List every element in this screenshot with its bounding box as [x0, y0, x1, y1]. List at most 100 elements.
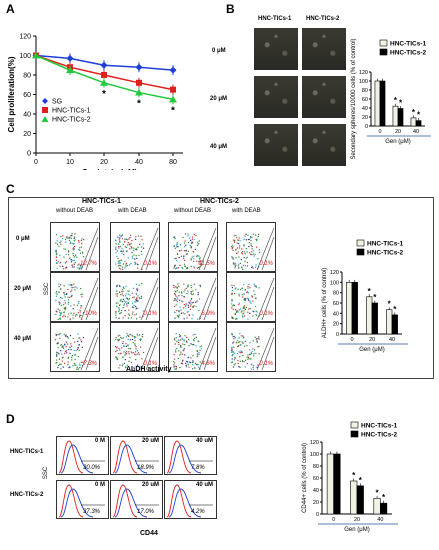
c-ylabel: ALDH+ cells (% of control) [322, 268, 328, 339]
flow-dot [242, 307, 244, 309]
flow-dot [234, 309, 237, 311]
flow-percent: 0.1% [143, 311, 157, 317]
flow-dot [173, 245, 175, 248]
flow-dot [236, 242, 238, 244]
cd44-percent: 18.9% [137, 465, 155, 471]
flow-dot [116, 346, 118, 348]
flow-dot [67, 296, 69, 298]
flow-dot [82, 311, 85, 314]
flow-dot [57, 352, 60, 354]
flow-dot [77, 355, 79, 358]
d-xtick-label: 40 [377, 517, 383, 523]
flow-dot [127, 257, 129, 259]
flow-dot [194, 362, 197, 365]
flow-dot [190, 265, 192, 268]
flow-dot [176, 286, 178, 288]
flow-dot [82, 238, 85, 241]
flow-dot [176, 259, 178, 262]
a-ytick-label: 100 [19, 53, 31, 60]
flow-dot [141, 253, 143, 255]
flow-dot [79, 311, 81, 313]
flow-dot [127, 344, 129, 346]
flow-dot [197, 243, 199, 245]
flow-dot [189, 308, 191, 310]
ssc-label-d: SSC [43, 466, 50, 480]
flow-dot [137, 267, 139, 269]
flow-dot [67, 337, 69, 339]
flow-dot [80, 267, 82, 269]
flow-dot [182, 349, 184, 351]
flow-dot [59, 333, 61, 335]
flow-scatter [115, 277, 159, 321]
flow-dot [118, 238, 120, 240]
flow-dot [194, 248, 197, 251]
flow-dot [185, 362, 187, 364]
flow-dot [185, 250, 187, 252]
flow-dot [125, 262, 127, 264]
flow-dot [82, 252, 84, 254]
cd44-stained-curve [114, 488, 148, 518]
a-ytick-label: 40 [23, 112, 31, 119]
flow-dot [195, 364, 198, 366]
flow-dot [180, 353, 182, 355]
flow-gate [145, 336, 159, 371]
flow-dot [174, 343, 176, 345]
flow-dot [137, 352, 140, 354]
flow-dot [176, 340, 178, 343]
flow-scatter [55, 277, 99, 321]
c-bar [346, 282, 353, 335]
flow-dot [125, 366, 127, 368]
flow-dot [127, 290, 129, 292]
flow-dot [248, 239, 250, 241]
flow-dot [254, 253, 256, 256]
flow-dot [123, 253, 125, 256]
flow-dot [231, 316, 233, 318]
flow-dot [73, 263, 75, 265]
flow-dot [76, 314, 78, 316]
flow-dot [173, 305, 176, 308]
flow-dot [231, 355, 233, 357]
flow-dot [134, 248, 137, 250]
flow-dot [250, 251, 253, 253]
flow-dot [122, 356, 124, 358]
flow-dot [174, 236, 176, 238]
flow-dot [177, 315, 179, 317]
flow-dot [115, 239, 117, 241]
flow-dot [185, 253, 187, 255]
flow-gate [261, 236, 275, 271]
cd44-histogram: 20 uM 17.0% [110, 480, 163, 519]
flow-dot [80, 314, 82, 316]
flow-dot [254, 266, 257, 268]
flow-dot [134, 343, 136, 345]
a-xtick-label: 10 [66, 159, 74, 166]
flow-dot [118, 317, 120, 319]
sphere-image-2-20 [302, 76, 346, 118]
flow-dot [127, 244, 129, 246]
flow-dot [197, 292, 199, 294]
flow-dot [141, 246, 143, 248]
flow-dot [245, 298, 247, 300]
flow-dot [247, 292, 249, 294]
flow-gate [145, 236, 159, 271]
flow-dot [232, 317, 234, 319]
flow-dot [122, 286, 124, 288]
flow-dot [81, 242, 83, 245]
flow-dot [253, 311, 255, 313]
cd44-curves [58, 440, 105, 474]
flow-dot [240, 351, 242, 353]
flow-dot [63, 333, 65, 335]
flow-dot [238, 365, 240, 368]
flow-gate [80, 327, 99, 371]
flow-dot [58, 283, 60, 285]
flow-dot [237, 239, 239, 241]
flow-dot [56, 343, 58, 345]
cd44-curves [112, 440, 159, 474]
flow-scatter [115, 327, 159, 371]
flow-dot [72, 252, 74, 255]
flow-dot [116, 358, 118, 360]
flow-dot [178, 339, 180, 341]
flow-dot [248, 245, 250, 248]
d-bar [356, 485, 364, 515]
flow-dot [181, 337, 183, 339]
flow-dot [252, 364, 255, 367]
